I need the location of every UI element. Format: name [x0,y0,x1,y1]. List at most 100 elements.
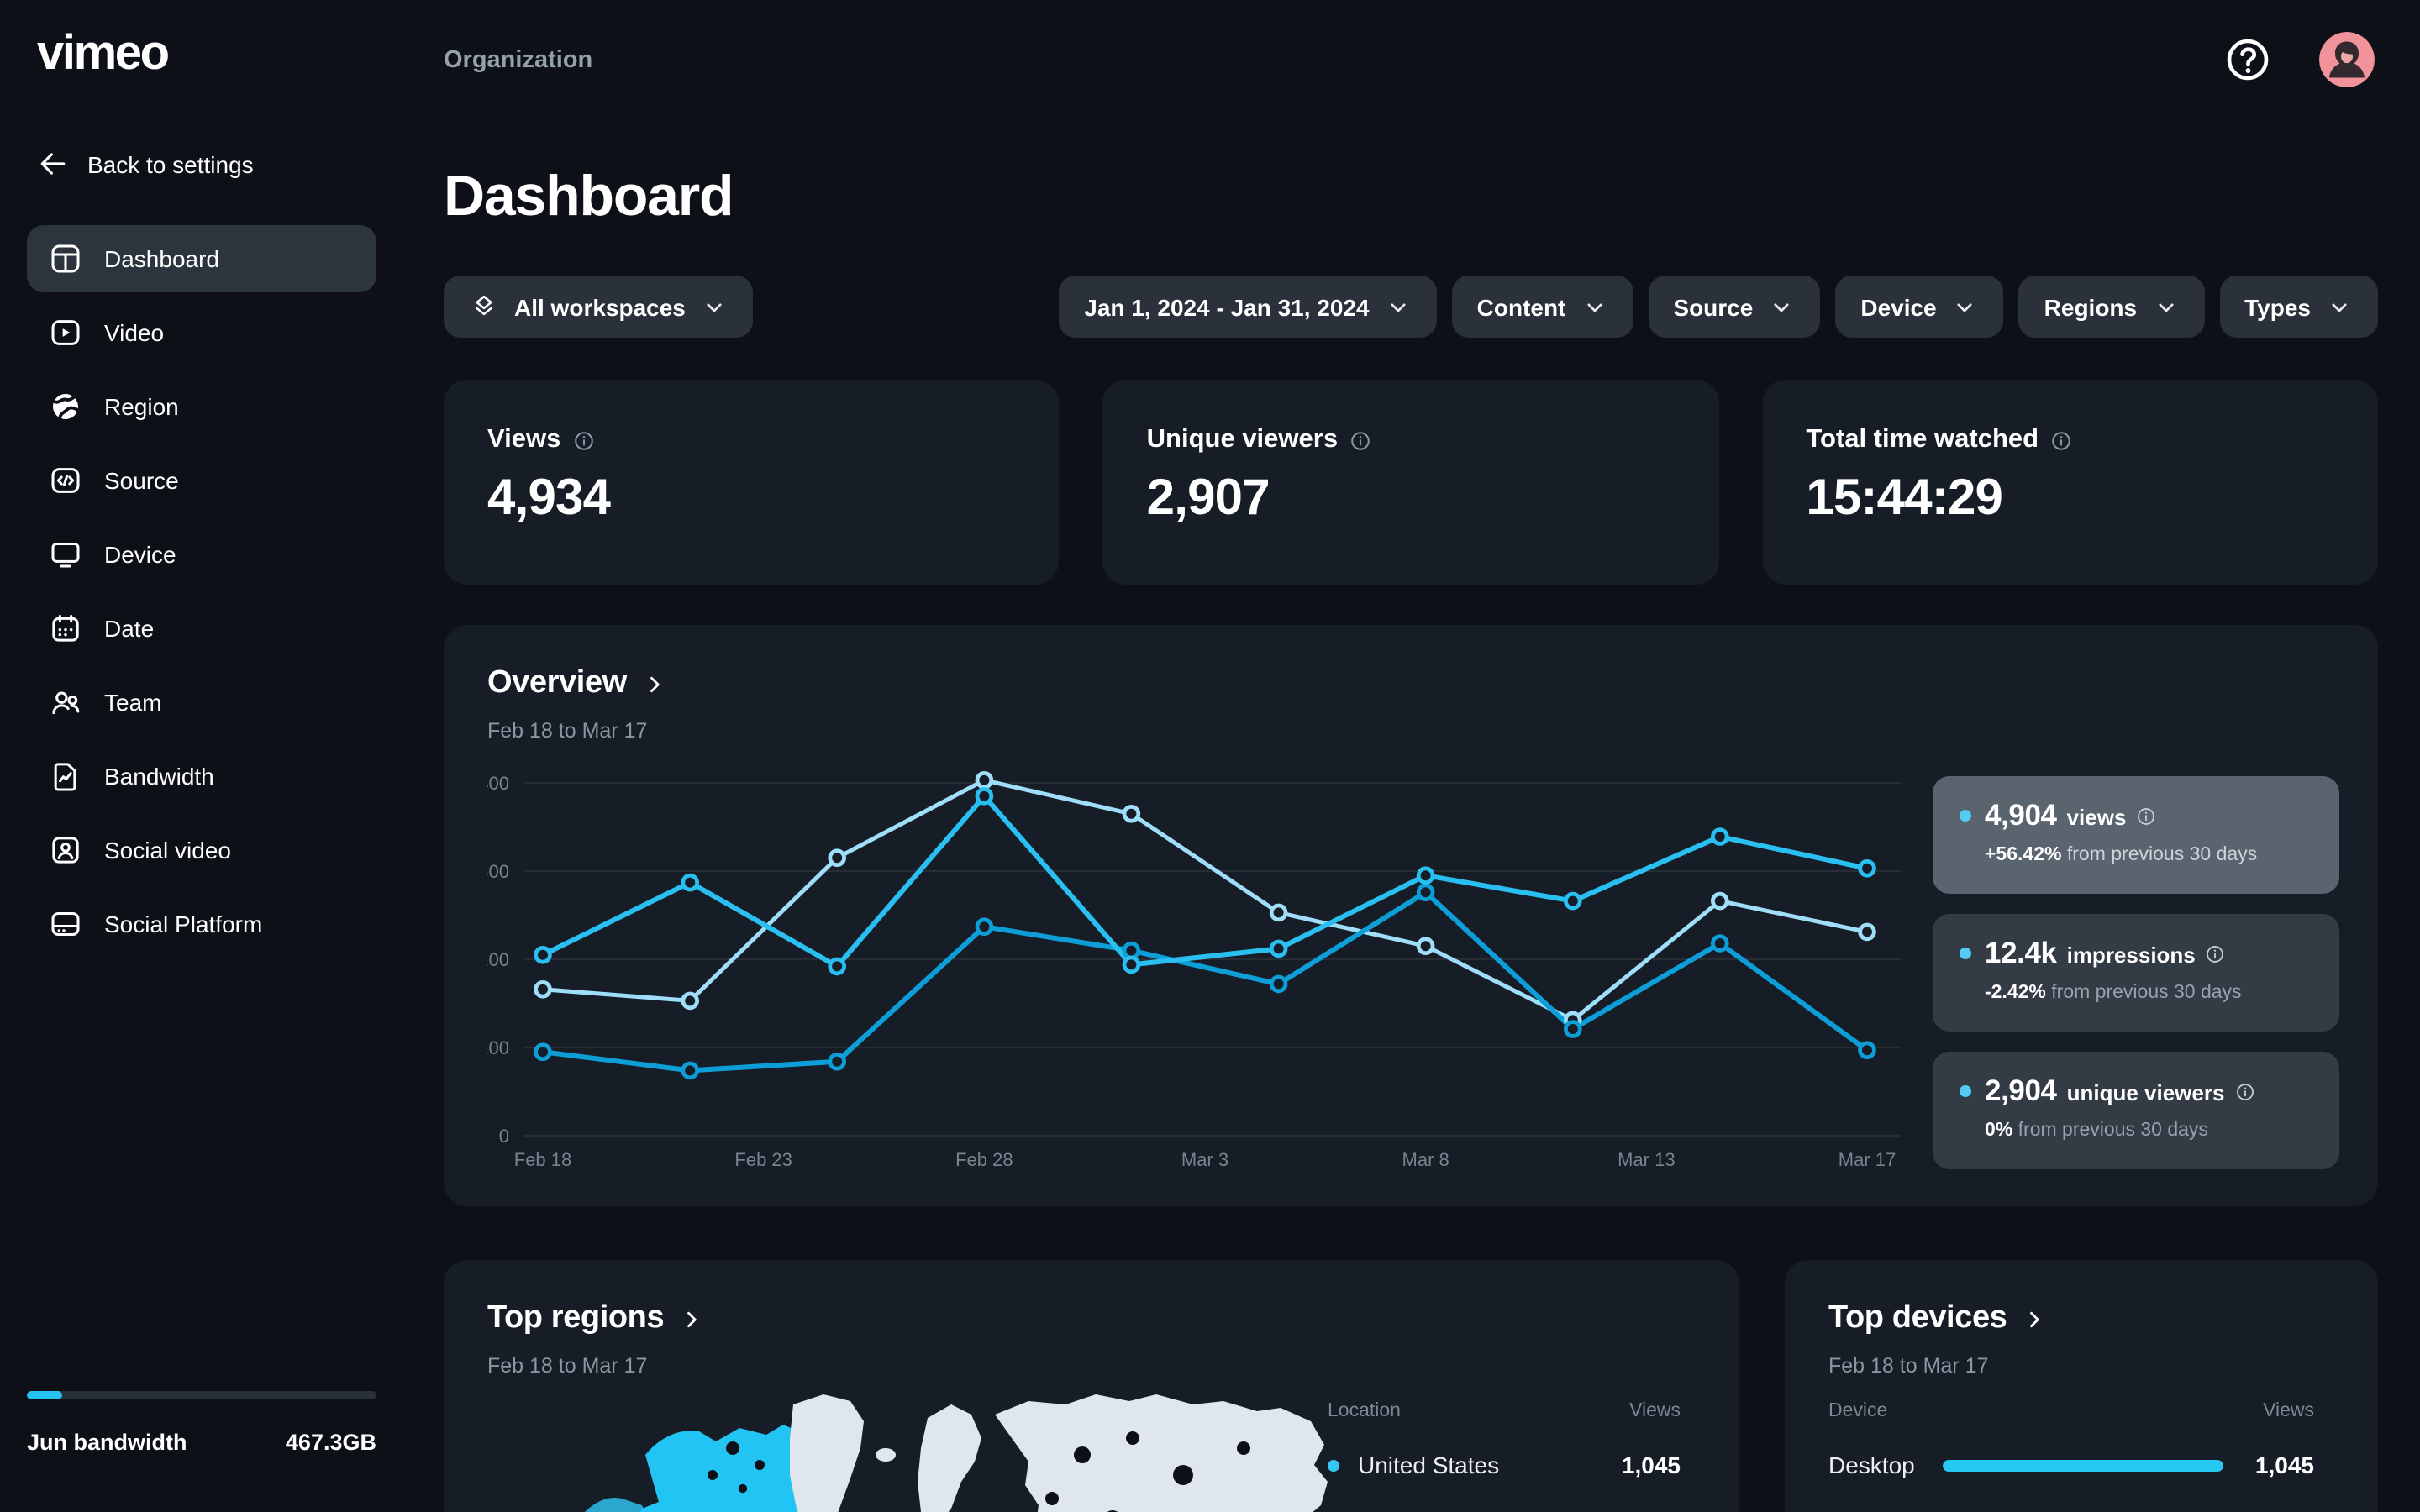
data-point-marker [1122,941,1141,960]
info-icon[interactable] [2136,806,2156,826]
y-axis-label: 100 [487,1037,509,1058]
stat-card-views: Views 4,934 [444,380,1060,585]
sidebar-item-video[interactable]: Video [27,299,376,366]
back-arrow-icon [40,153,66,175]
overview-card: Overview Feb 18 to Mar 17 0 100 200 300 400 F… [444,625,2378,1206]
sidebar-item-label: Social video [104,837,231,864]
legend-delta: +56.42% [1985,845,2062,865]
y-axis-label: 400 [487,773,509,794]
help-icon[interactable] [2223,35,2272,84]
data-point-marker [975,770,994,790]
legend-dot [1960,810,1971,822]
info-icon[interactable] [2234,1081,2254,1101]
data-point-marker [534,946,552,964]
date-range-filter-button[interactable]: Jan 1, 2024 - Jan 31, 2024 [1059,276,1437,338]
filter-chip-types[interactable]: Types [2219,276,2378,338]
filter-chip-content[interactable]: Content [1451,276,1634,338]
legend-delta-suffix: from previous 30 days [2051,983,2242,1003]
map-region-alaska [585,1498,645,1512]
filter-row: All workspaces Jan 1, 2024 - Jan 31, 202… [444,276,2378,338]
bandwidth-value: 467.3GB [285,1430,376,1455]
sidebar-item-label: Dashboard [104,245,219,272]
filter-chip-source[interactable]: Source [1648,276,1821,338]
vimeo-logo: vimeo [37,27,170,81]
chevron-right-icon [2030,1310,2040,1327]
data-point-marker [1858,859,1876,878]
layers-icon [476,294,492,315]
legend-card-unique-viewers[interactable]: 2,904 unique viewers 0% from previous 30 d… [1933,1052,2339,1169]
data-point-marker [1416,866,1435,885]
sidebar-item-dashboard[interactable]: Dashboard [27,225,376,292]
column-header-views: Views [2263,1401,2314,1421]
filter-chip-label: Types [2244,293,2311,320]
data-point-marker [1416,883,1435,902]
device-name: Desktop [1828,1452,1915,1478]
info-icon[interactable] [1349,429,1371,451]
info-icon [2236,1083,2254,1100]
page-title: Dashboard [444,165,734,228]
sidebar-item-label: Date [104,615,155,642]
column-header-views: Views [1629,1401,1681,1421]
sidebar-item-source[interactable]: Source [27,447,376,514]
chevron-right-icon [642,671,667,696]
sidebar-item-bandwidth[interactable]: Bandwidth [27,743,376,810]
data-point-marker [1122,805,1141,823]
data-point-marker [1564,891,1582,911]
avatar[interactable] [2319,32,2375,87]
sidebar-item-social-platform[interactable]: Social Platform [27,890,376,958]
filter-chip-regions[interactable]: Regions [2018,276,2205,338]
device-views-bar [1943,1459,2224,1471]
stat-value: 2,907 [1146,470,1270,526]
social-video-icon [52,837,79,864]
sidebar-item-device[interactable]: Device [27,521,376,588]
data-point-marker [1269,974,1288,994]
data-point-marker [1858,1041,1876,1060]
x-axis-label: Mar 8 [1402,1149,1449,1170]
overview-title-link[interactable]: Overview [487,665,667,702]
legend-dot [1960,948,1971,959]
filter-chip-device[interactable]: Device [1835,276,2004,338]
data-point-marker [1711,934,1729,953]
sidebar-item-label: Video [104,319,165,346]
sidebar-item-team[interactable]: Team [27,669,376,736]
overview-title: Overview [487,665,627,701]
sidebar-item-label: Source [104,467,179,494]
info-icon[interactable] [572,429,594,451]
series-line-impressions [540,778,1870,1022]
info-icon[interactable] [2206,943,2226,963]
top-devices-card: Top devices Feb 18 to Mar 17 Device View… [1785,1260,2378,1512]
top-devices-title: Top devices [1828,1300,2007,1336]
world-map-svg [585,1394,1328,1512]
legend-value: 4,904 [1985,798,2057,832]
chevron-right-icon [650,675,660,692]
info-icon[interactable] [2050,429,2072,451]
sidebar-item-region[interactable]: Region [27,373,376,440]
legend-card-views[interactable]: 4,904 views +56.42% from previous 30 days [1933,776,2339,894]
x-axis-label: Feb 18 [514,1149,572,1170]
legend-delta-suffix: from previous 30 days [2066,845,2258,865]
map-region-iceland [876,1448,896,1462]
sidebar-item-date[interactable]: Date [27,595,376,662]
info-icon [2207,945,2224,962]
sidebar-item-label: Social Platform [104,911,263,937]
stat-card-total-time-watched: Total time watched 15:44:29 [1762,380,2378,585]
stat-label: Total time watched [1806,425,2039,454]
workspace-filter-button[interactable]: All workspaces [444,276,753,338]
back-to-settings-link[interactable]: Back to settings [37,148,254,180]
legend-card-impressions[interactable]: 12.4k impressions -2.42% from previous 30 … [1933,914,2339,1032]
chevron-down-icon [2158,302,2173,312]
map-region-asia [995,1394,1328,1512]
sidebar-item-social-video[interactable]: Social video [27,816,376,884]
team-icon [52,691,80,715]
date-icon [52,614,79,642]
top-regions-title: Top regions [487,1300,665,1336]
map-region-europe [918,1404,981,1512]
top-devices-title-link[interactable]: Top devices [1828,1300,2047,1337]
data-point-marker [681,1061,700,1080]
filter-chip-label: Source [1673,293,1754,320]
top-regions-date-range: Feb 18 to Mar 17 [487,1354,648,1378]
top-regions-title-link[interactable]: Top regions [487,1300,704,1337]
bandwidth-icon [54,763,76,791]
region-name: United States [1358,1452,1500,1478]
